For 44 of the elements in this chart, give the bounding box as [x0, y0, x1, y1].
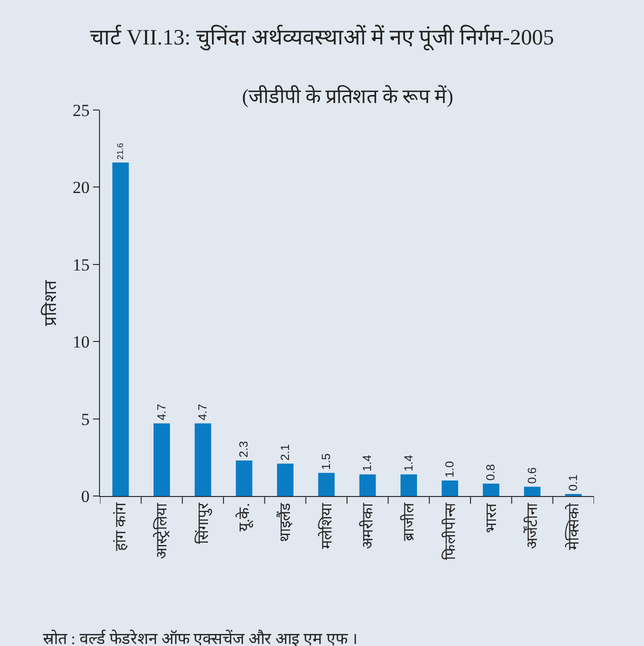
x-tick-label: फिलीपीन्स	[440, 502, 459, 560]
y-tick-label: 25	[72, 100, 90, 120]
bar	[400, 474, 417, 496]
x-tick-label: हांग कांग	[112, 502, 130, 551]
y-tick-label: 10	[72, 332, 90, 352]
data-label: 4.7	[195, 404, 210, 420]
data-label: 0.1	[566, 474, 580, 491]
x-tick-label: ब्राजील	[400, 502, 418, 541]
bar	[112, 162, 129, 496]
bar	[524, 486, 540, 496]
x-tick-label: अर्जेंटीना	[523, 502, 542, 549]
bar	[236, 460, 252, 496]
bar	[442, 480, 458, 496]
x-tick-label: सिंगापुर	[194, 502, 213, 544]
bar	[359, 474, 376, 496]
y-tick-label: 20	[72, 178, 90, 198]
y-tick-label: 15	[72, 255, 90, 274]
chart-title: चार्ट VII.13: चुनिंदा अर्थव्यवस्थाओं में नए पूंजी निर्गम-2005	[90, 24, 554, 52]
x-tick-label: यू.के.	[234, 503, 254, 532]
data-label: 4.7	[154, 404, 168, 420]
y-tick-label: 0	[81, 486, 90, 506]
x-tick-label: भारत	[484, 503, 500, 533]
data-label: 1.0	[442, 460, 456, 478]
data-label: 1.5	[318, 452, 333, 470]
data-label: 1.4	[401, 454, 416, 472]
data-label: 0.6	[524, 466, 539, 484]
bar	[154, 423, 170, 496]
data-label: 21.6	[115, 142, 126, 160]
data-label: 1.4	[360, 454, 374, 472]
x-tick-label: आस्ट्रेलिया	[152, 502, 171, 559]
x-tick-label: मलेशिया	[317, 502, 336, 549]
data-label: 0.8	[484, 464, 498, 481]
x-tick-label: अमरीका	[358, 502, 376, 549]
chart-subtitle: (जीडीपी के प्रतिशत के रूप में)	[242, 85, 454, 108]
y-axis-title: प्रतिशत	[40, 280, 60, 326]
data-label: 2.3	[236, 440, 251, 458]
data-label: 2.1	[278, 444, 292, 461]
x-tick-label: थाइलैंड	[276, 502, 294, 542]
bar	[318, 472, 335, 496]
bar	[277, 464, 294, 496]
y-tick-label: 5	[81, 410, 90, 429]
bar	[194, 423, 212, 496]
bar	[482, 484, 500, 496]
x-tick-label: मेक्सिको	[564, 502, 582, 550]
